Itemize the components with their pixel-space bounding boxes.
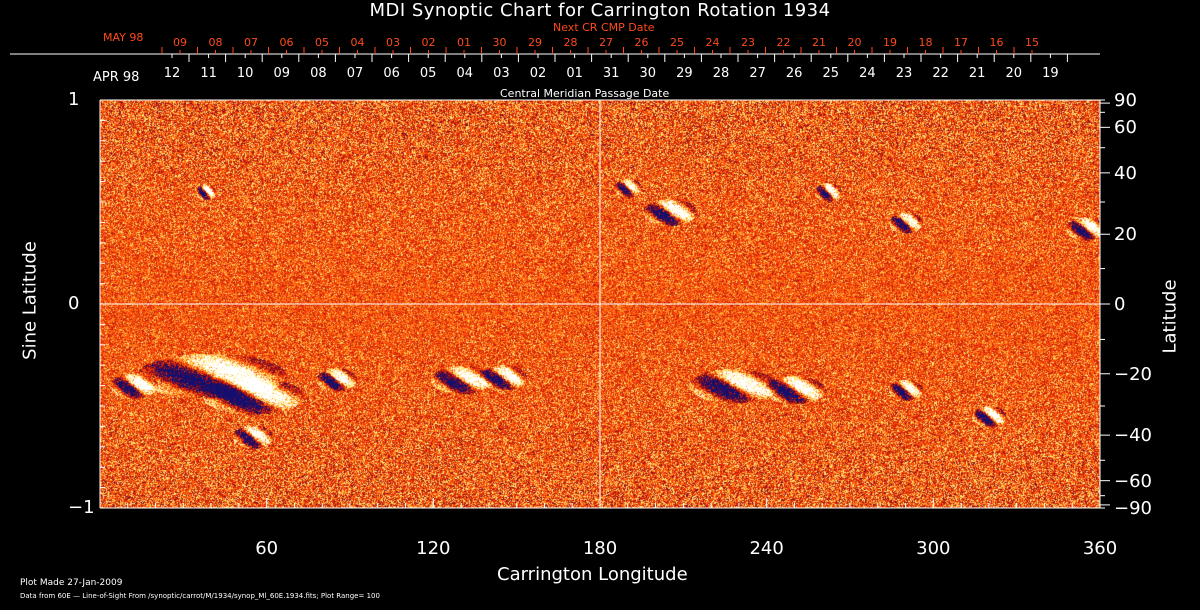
next-date-label: 05 [315, 36, 329, 49]
cmp-date-label: 12 [163, 66, 181, 81]
next-date-label: 27 [599, 36, 613, 49]
y-left-tick-label: 0 [68, 293, 80, 314]
next-date-label: 01 [457, 36, 471, 49]
cmp-date-label: 04 [456, 66, 474, 81]
x-tick-label: 180 [582, 538, 618, 559]
cmp-date-label: 20 [1005, 66, 1023, 81]
next-date-label: 18 [918, 36, 933, 49]
cmp-date-label: 19 [1042, 66, 1059, 81]
x-tick-label: 240 [749, 538, 784, 559]
next-date-label: 08 [208, 36, 223, 49]
next-axis-month: MAY 98 [103, 31, 144, 44]
cmp-date-label: 10 [236, 66, 254, 81]
cmp-date-label: 21 [968, 66, 986, 81]
cmp-date-label: 06 [383, 66, 400, 81]
chart-title: MDI Synoptic Chart for Carrington Rotati… [369, 0, 831, 21]
next-date-label: 02 [421, 36, 436, 49]
cmp-date-label: 26 [785, 66, 803, 81]
cmp-date-label: 09 [273, 66, 291, 81]
next-date-label: 29 [528, 36, 542, 49]
cmp-date-label: 25 [822, 66, 840, 81]
next-date-label: 06 [279, 36, 294, 49]
next-date-label: 03 [386, 36, 400, 49]
y-axis-right-label: Latitude [1159, 279, 1181, 354]
x-tick-label: 360 [1082, 538, 1118, 559]
next-date-label: 17 [954, 36, 968, 49]
next-date-label: 04 [350, 36, 365, 49]
top-axis-month: APR 98 [93, 70, 140, 85]
next-date-label: 24 [705, 36, 720, 49]
cmp-date-label: 02 [529, 66, 547, 81]
next-date-label: 09 [173, 36, 187, 49]
data-source-text: Data from 60E — Line-of-Sight From /syno… [20, 592, 380, 600]
next-date-label: 30 [492, 36, 507, 49]
next-date-label: 28 [563, 36, 578, 49]
cmp-date-label: 29 [676, 66, 693, 81]
y-right-tick-label: 90 [1114, 90, 1137, 111]
y-axis-left-label: Sine Latitude [19, 241, 41, 360]
y-right-tick-label: 20 [1114, 224, 1137, 246]
x-tick-label: 60 [255, 538, 279, 559]
y-right-tick-label: −40 [1114, 425, 1152, 447]
y-right-tick-label: −90 [1114, 498, 1152, 519]
y-right-tick-label: 40 [1114, 162, 1137, 184]
cmp-date-label: 07 [346, 66, 364, 81]
x-tick-label: 120 [416, 538, 451, 559]
cmp-date-label: 31 [602, 66, 620, 81]
plot-made-text: Plot Made 27-Jan-2009 [20, 578, 123, 588]
x-tick-label: 300 [916, 538, 951, 559]
next-date-label: 21 [812, 36, 826, 49]
next-date-label: 15 [1025, 36, 1039, 49]
next-date-label: 19 [883, 36, 897, 49]
cmp-date-label: 03 [493, 66, 510, 81]
cmp-date-label: 01 [566, 66, 583, 81]
cmp-date-label: 08 [310, 66, 327, 81]
y-right-tick-label: −60 [1114, 470, 1152, 492]
cmp-date-label: 05 [419, 66, 437, 81]
cmp-date-label: 30 [639, 66, 657, 81]
cmp-date-label: 24 [859, 66, 876, 81]
next-date-label: 26 [634, 36, 649, 49]
next-axis-label: Next CR CMP Date [553, 21, 655, 34]
top-axis-label: Central Meridian Passage Date [500, 87, 670, 100]
next-date-label: 25 [670, 36, 684, 49]
next-date-label: 16 [989, 36, 1004, 49]
x-axis-label: Carrington Longitude [497, 564, 688, 585]
next-date-label: 23 [741, 36, 755, 49]
y-right-tick-label: 60 [1114, 117, 1137, 139]
next-date-label: 22 [776, 36, 791, 49]
y-left-tick-label: −1 [68, 497, 95, 518]
cmp-date-label: 23 [895, 66, 913, 81]
y-left-tick-label: 1 [68, 89, 80, 110]
cmp-date-label: 11 [200, 66, 217, 81]
cmp-date-label: 28 [712, 66, 730, 81]
y-right-tick-label: −20 [1114, 363, 1152, 385]
next-date-label: 07 [244, 36, 258, 49]
y-right-tick-label: 0 [1114, 294, 1126, 315]
next-date-label: 20 [847, 36, 862, 49]
cmp-date-label: 22 [932, 66, 949, 81]
cmp-date-label: 27 [749, 66, 766, 81]
